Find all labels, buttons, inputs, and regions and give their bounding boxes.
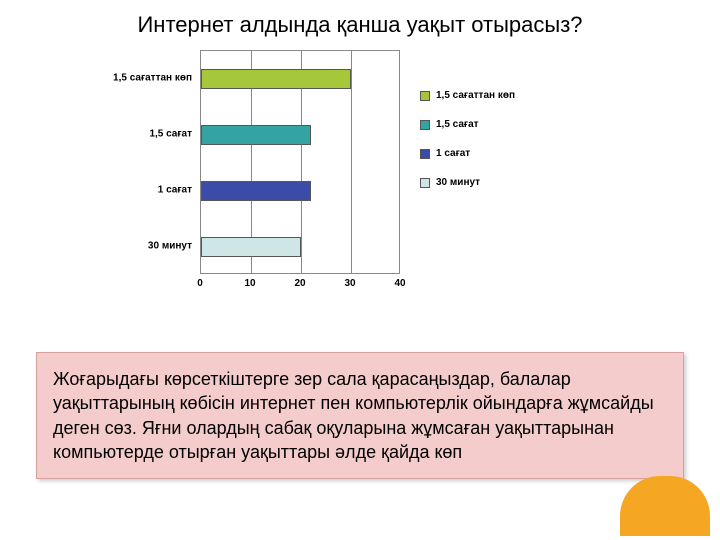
y-tick-label: 1,5 сағаттан көп [113,73,192,84]
plot-area [200,50,400,274]
legend: 1,5 сағаттан көп 1,5 сағат 1 сағат 30 минут [420,90,570,206]
bar [201,237,301,257]
legend-swatch [420,120,430,130]
plot-column: 010203040 [200,50,400,310]
y-tick-label: 1,5 сағат [149,129,192,140]
bar [201,69,351,89]
x-tick-label: 10 [244,278,255,289]
y-tick-label: 1 сағат [158,185,192,196]
legend-item: 1 сағат [420,148,570,159]
legend-swatch [420,149,430,159]
x-tick-label: 20 [294,278,305,289]
decorative-accent-shape [620,476,710,536]
bar [201,125,311,145]
bar [201,181,311,201]
legend-item: 1,5 сағат [420,119,570,130]
x-tick-label: 0 [197,278,203,289]
gridline [351,51,352,273]
x-tick-label: 30 [344,278,355,289]
legend-label: 1,5 сағаттан көп [436,90,515,101]
legend-label: 30 минут [436,177,480,188]
x-tick-label: 40 [394,278,405,289]
x-axis-labels: 010203040 [200,274,400,294]
caption-box: Жоғарыдағы көрсеткіштерге зер сала қарас… [36,352,684,479]
legend-label: 1,5 сағат [436,119,479,130]
legend-item: 1,5 сағаттан көп [420,90,570,101]
bar-chart: 1,5 сағаттан көп 1,5 сағат 1 сағат 30 минут… [60,50,620,310]
legend-label: 1 сағат [436,148,470,159]
page-title: Интернет алдында қанша уақыт отырасыз? [0,0,720,38]
legend-swatch [420,178,430,188]
caption-text: Жоғарыдағы көрсеткіштерге зер сала қарас… [53,369,654,462]
legend-swatch [420,91,430,101]
y-axis-labels: 1,5 сағаттан көп 1,5 сағат 1 сағат 30 минут [60,50,200,274]
y-tick-label: 30 минут [148,241,192,252]
legend-item: 30 минут [420,177,570,188]
